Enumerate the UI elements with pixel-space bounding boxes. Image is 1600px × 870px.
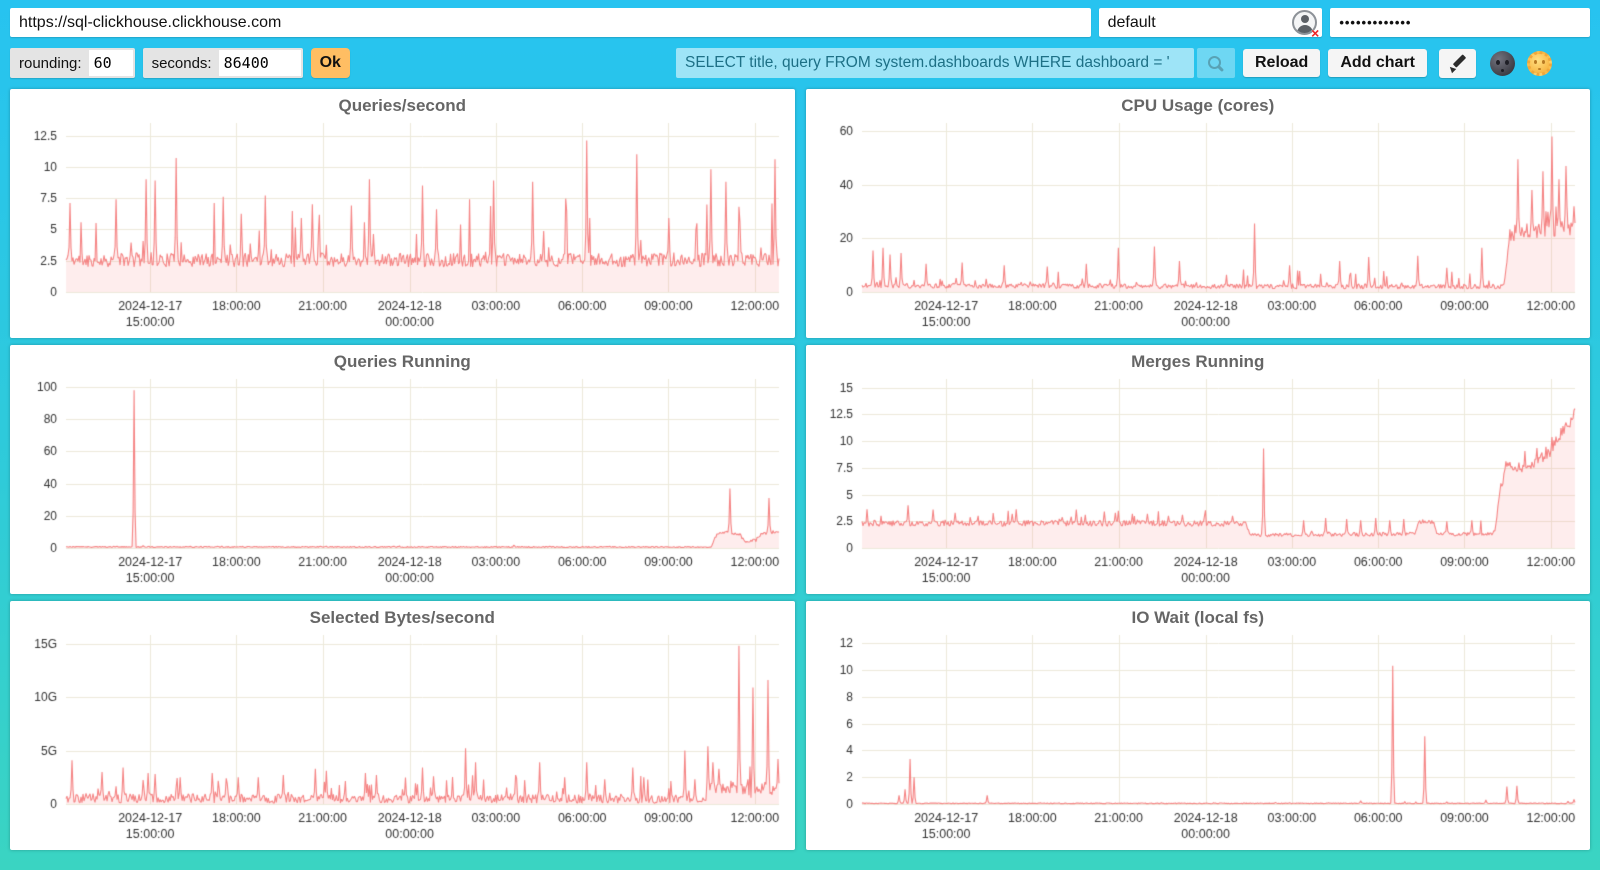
chart-canvas-cpu-usage[interactable] [805, 89, 1591, 338]
reload-button[interactable]: Reload [1242, 49, 1321, 77]
url-input[interactable] [10, 8, 1091, 37]
chart-card-selected-bytes: Selected Bytes/second [10, 601, 795, 850]
rounding-input[interactable] [88, 50, 133, 76]
chart-title: CPU Usage (cores) [1121, 96, 1275, 115]
chart-canvas-io-wait[interactable] [805, 601, 1591, 850]
chart-title: IO Wait (local fs) [1131, 608, 1265, 627]
sun-face-icon [1527, 50, 1552, 76]
seconds-field: seconds: [142, 48, 303, 78]
chart-canvas-queries-running[interactable] [10, 345, 795, 594]
light-theme-toggle[interactable] [1525, 50, 1554, 76]
chart-card-queries-running: Queries Running [10, 345, 795, 594]
chart-title: Merges Running [1131, 352, 1265, 371]
chart-card-merges-running: Merges Running [805, 345, 1591, 594]
charts-grid: Queries/second CPU Usage (cores) Queries… [0, 78, 1600, 850]
chart-title: Queries/second [338, 96, 467, 115]
chart-canvas-merges-running[interactable] [805, 345, 1591, 594]
search-icon [1207, 55, 1224, 72]
seconds-input[interactable] [218, 50, 301, 76]
password-input[interactable] [1330, 8, 1590, 37]
address-bar: × [0, 0, 1600, 40]
chart-card-io-wait: IO Wait (local fs) [805, 601, 1591, 850]
rounding-label: rounding: [19, 54, 82, 72]
rounding-field: rounding: [10, 48, 135, 78]
chart-canvas-queries-per-second[interactable] [10, 89, 795, 338]
toolbar: rounding: seconds: Ok Reload Add chart [0, 37, 1600, 78]
user-avatar-broken-icon: × [1292, 10, 1319, 40]
dark-theme-toggle[interactable] [1490, 50, 1515, 76]
chart-title: Queries Running [333, 352, 471, 371]
chart-card-queries-per-second: Queries/second [10, 89, 795, 338]
moon-face-icon [1490, 50, 1515, 76]
edit-button[interactable] [1439, 48, 1476, 78]
user-input[interactable] [1098, 8, 1323, 37]
dashboard-query-group [675, 48, 1235, 78]
chart-title: Selected Bytes/second [309, 608, 495, 627]
user-field-wrap: × [1098, 8, 1323, 40]
pencil-icon [1449, 55, 1466, 72]
ok-button[interactable]: Ok [310, 48, 350, 78]
dashboard-query-input[interactable] [675, 48, 1194, 78]
add-chart-button[interactable]: Add chart [1328, 49, 1427, 77]
seconds-label: seconds: [151, 54, 212, 72]
chart-canvas-selected-bytes[interactable] [10, 601, 795, 850]
run-query-button[interactable] [1196, 48, 1235, 78]
chart-card-cpu-usage: CPU Usage (cores) [805, 89, 1591, 338]
